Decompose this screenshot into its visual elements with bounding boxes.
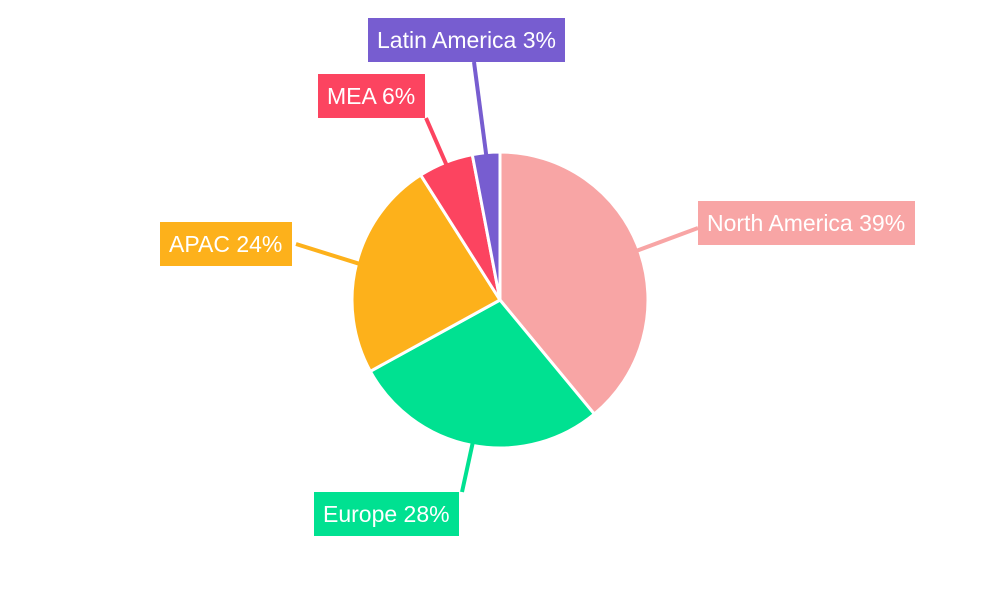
slice-label-apac: APAC 24% <box>160 222 292 266</box>
slice-label-mea: MEA 6% <box>318 74 425 118</box>
slice-label-europe: Europe 28% <box>314 492 459 536</box>
slice-label-text: MEA 6% <box>327 83 415 109</box>
slice-label-text: Europe 28% <box>323 501 450 527</box>
slice-label-north-america: North America 39% <box>698 201 915 245</box>
slice-label-box <box>698 201 915 245</box>
labels-group: North America 39% Europe 28% APAC 24% MEA 6… <box>160 18 915 536</box>
slice-label-box <box>314 492 459 536</box>
slice-label-box <box>318 74 425 118</box>
slice-label-text: APAC 24% <box>169 231 282 257</box>
leader-line-mea <box>424 117 449 167</box>
slice-label-latin-america: Latin America 3% <box>368 18 565 62</box>
slice-label-box <box>368 18 565 62</box>
leader-line-north-america <box>634 226 699 254</box>
leader-line-latin-america <box>472 61 489 157</box>
slice-label-text: North America 39% <box>707 210 905 236</box>
leader-line-apac <box>295 242 362 267</box>
slice-label-text: Latin America 3% <box>377 27 556 53</box>
slices-group <box>350 150 650 450</box>
slice-label-box <box>160 222 292 266</box>
leader-line-europe <box>460 441 475 493</box>
